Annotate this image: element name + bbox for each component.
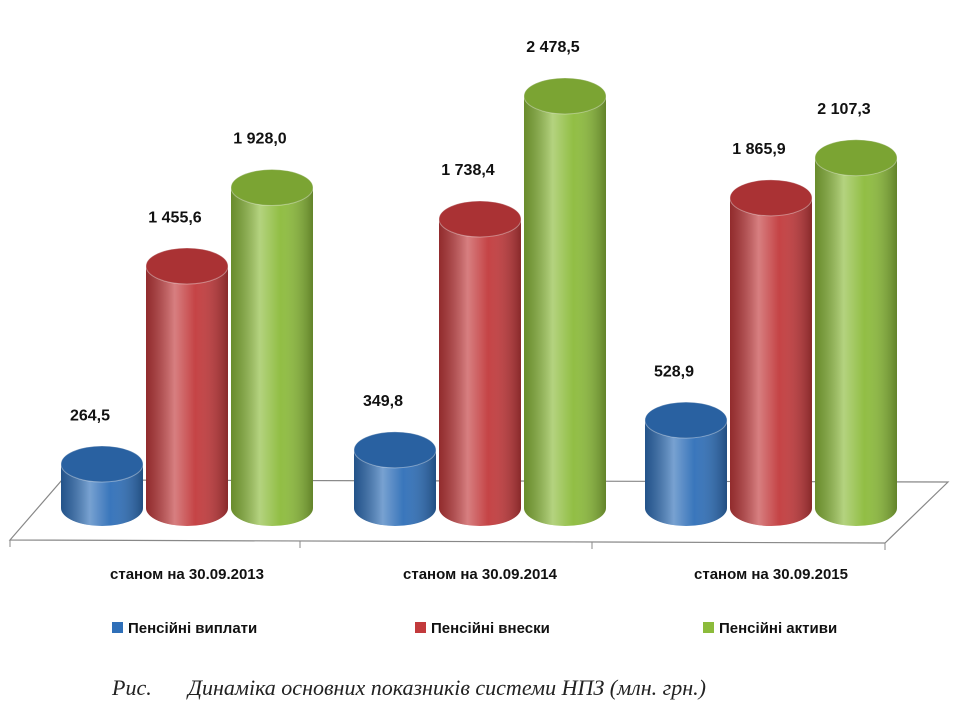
cylinder-top (60, 445, 144, 483)
cylinder-shade (439, 219, 521, 527)
value-label: 1 455,6 (148, 209, 201, 226)
cylinder-top (523, 77, 607, 115)
cylinder-top (353, 431, 437, 469)
legend-label: Пенсійні внески (431, 620, 550, 637)
value-label: 1 865,9 (732, 141, 785, 158)
cylinder-shade (645, 420, 727, 526)
value-label: 1 738,4 (441, 162, 494, 179)
cylinder-top-shade (146, 248, 228, 285)
legend-swatch (703, 622, 714, 633)
cylinder-shade (231, 187, 313, 526)
cylinder-top (814, 139, 898, 177)
value-label: 1 928,0 (233, 131, 286, 148)
caption: Динаміка основних показників системи НПЗ… (186, 675, 706, 700)
cylinder-top-shade (730, 179, 812, 216)
cylinder-shade (730, 197, 812, 527)
cylinder-top-shade (354, 431, 436, 468)
value-label: 349,8 (363, 393, 403, 410)
value-label: 528,9 (654, 363, 694, 380)
cylinder-top (729, 179, 813, 217)
x-tick-label: станом на 30.09.2013 (110, 566, 264, 583)
cylinder-top (644, 401, 728, 439)
cylinder-shade (354, 449, 436, 526)
x-tick-label: станом на 30.09.2014 (403, 566, 558, 583)
legend-swatch (415, 622, 426, 633)
caption-label: Рис. (111, 675, 152, 700)
cylinder-top-shade (524, 78, 606, 114)
value-label: 264,5 (70, 407, 110, 424)
cylinder-top-shade (439, 201, 521, 238)
value-label: 2 478,5 (526, 39, 579, 56)
value-label: 2 107,3 (817, 101, 870, 118)
cylinder-top-shade (231, 169, 313, 206)
cylinder-shade (524, 96, 606, 526)
x-tick-label: станом на 30.09.2015 (694, 566, 848, 583)
cylinder-shade (146, 266, 228, 526)
cylinder-top-shade (61, 446, 143, 483)
cylinder-top (438, 200, 522, 238)
legend-label: Пенсійні активи (719, 620, 837, 637)
cylinder-shade (815, 157, 897, 527)
cylinder-top-shade (645, 402, 727, 439)
cylinder-top (145, 247, 229, 285)
legend-label: Пенсійні виплати (128, 620, 257, 637)
cylinder-top (230, 169, 314, 207)
cylinder-top-shade (815, 139, 897, 176)
legend-swatch (112, 622, 123, 633)
